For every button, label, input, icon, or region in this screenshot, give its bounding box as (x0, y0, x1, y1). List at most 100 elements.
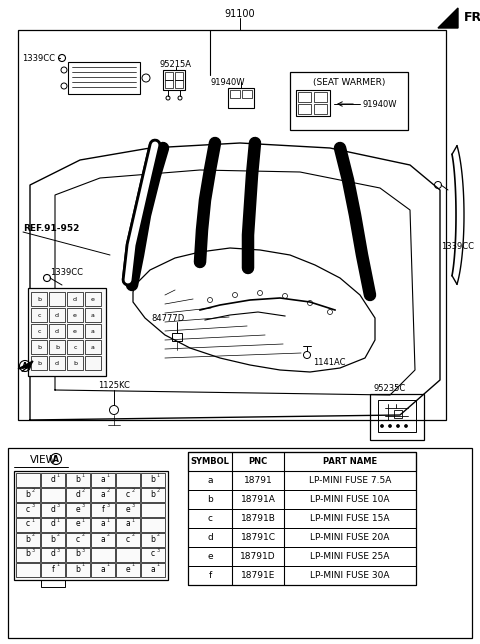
Bar (68, 62, 140, 94)
Text: a: a (101, 565, 106, 574)
Bar (91, 488, 115, 502)
Text: b: b (25, 489, 30, 498)
Circle shape (405, 424, 408, 428)
Text: 1339CC: 1339CC (22, 53, 55, 62)
Text: b: b (207, 495, 213, 504)
Text: a: a (101, 520, 106, 529)
Text: d: d (50, 504, 55, 513)
Text: 1125KC: 1125KC (98, 381, 130, 390)
Bar (141, 503, 165, 517)
Text: d: d (55, 361, 59, 366)
Bar (298, 92, 311, 102)
Circle shape (388, 424, 392, 428)
Bar (49, 324, 65, 338)
Bar (16, 548, 40, 562)
Circle shape (381, 424, 384, 428)
Bar (116, 563, 140, 577)
Bar (31, 340, 47, 354)
Text: d: d (75, 489, 81, 498)
Bar (85, 324, 101, 338)
Bar (67, 292, 83, 306)
Bar (163, 70, 185, 90)
Bar (141, 548, 165, 562)
Bar (31, 324, 47, 338)
Bar (296, 90, 330, 116)
Bar (85, 292, 101, 306)
Text: 18791A: 18791A (240, 495, 276, 504)
Bar (91, 563, 115, 577)
Bar (370, 394, 424, 440)
Text: 95235C: 95235C (374, 383, 406, 392)
Text: SYMBOL: SYMBOL (191, 457, 229, 466)
Bar (141, 563, 165, 577)
Bar (66, 503, 90, 517)
Bar (16, 503, 40, 517)
Text: 1: 1 (107, 562, 109, 567)
Bar (67, 356, 83, 370)
Text: a: a (126, 520, 131, 529)
Text: b: b (75, 565, 81, 574)
Bar (85, 356, 101, 370)
Text: 1: 1 (82, 518, 84, 522)
Bar (14, 471, 168, 580)
Bar (66, 518, 90, 532)
Text: 1: 1 (156, 562, 159, 567)
Text: d: d (50, 520, 55, 529)
Text: LP-MINI FUSE 10A: LP-MINI FUSE 10A (310, 495, 390, 504)
Bar (41, 580, 65, 587)
Bar (141, 518, 165, 532)
Bar (31, 356, 47, 370)
Bar (141, 488, 165, 502)
Text: d: d (55, 312, 59, 317)
Text: b: b (25, 535, 30, 544)
Bar (230, 90, 240, 98)
Text: d: d (207, 533, 213, 542)
Text: c: c (76, 535, 80, 544)
Text: 1: 1 (132, 562, 134, 567)
Bar (41, 548, 65, 562)
Polygon shape (18, 361, 33, 369)
Text: PART NAME: PART NAME (323, 457, 377, 466)
Text: 3: 3 (107, 502, 109, 507)
Bar (16, 473, 40, 487)
Text: e: e (73, 312, 77, 317)
Text: 2: 2 (156, 533, 159, 538)
Text: b: b (151, 535, 156, 544)
Bar (49, 340, 65, 354)
Bar (188, 547, 416, 566)
Text: b: b (75, 549, 81, 558)
Text: 18791B: 18791B (240, 514, 276, 523)
Bar (28, 288, 106, 376)
Text: 1141AC: 1141AC (313, 357, 346, 366)
Text: b: b (75, 475, 81, 484)
Text: c: c (73, 345, 77, 350)
Text: a: a (91, 312, 95, 317)
Bar (141, 473, 165, 487)
Text: LP-MINI FUSE 30A: LP-MINI FUSE 30A (310, 571, 390, 580)
Bar (188, 509, 416, 528)
Text: b: b (37, 361, 41, 366)
Text: e: e (91, 296, 95, 301)
Text: 1339CC: 1339CC (50, 267, 83, 276)
Text: 3: 3 (31, 502, 35, 507)
Text: 1339CC: 1339CC (441, 242, 474, 251)
Text: FR.: FR. (464, 10, 480, 23)
Bar (31, 308, 47, 322)
Text: 2: 2 (107, 488, 109, 493)
Bar (16, 518, 40, 532)
Text: 18791: 18791 (244, 476, 272, 485)
Text: f: f (208, 571, 212, 580)
Bar (16, 488, 40, 502)
Text: 2: 2 (82, 533, 84, 538)
Bar (175, 72, 183, 80)
Text: e: e (207, 552, 213, 561)
Bar (188, 452, 416, 471)
Text: b: b (37, 345, 41, 350)
Bar (188, 490, 416, 509)
Text: b: b (25, 549, 30, 558)
Text: 2: 2 (31, 488, 35, 493)
Bar (314, 92, 327, 102)
Text: b: b (151, 475, 156, 484)
Bar (41, 563, 65, 577)
Text: REF.91-952: REF.91-952 (23, 223, 79, 232)
